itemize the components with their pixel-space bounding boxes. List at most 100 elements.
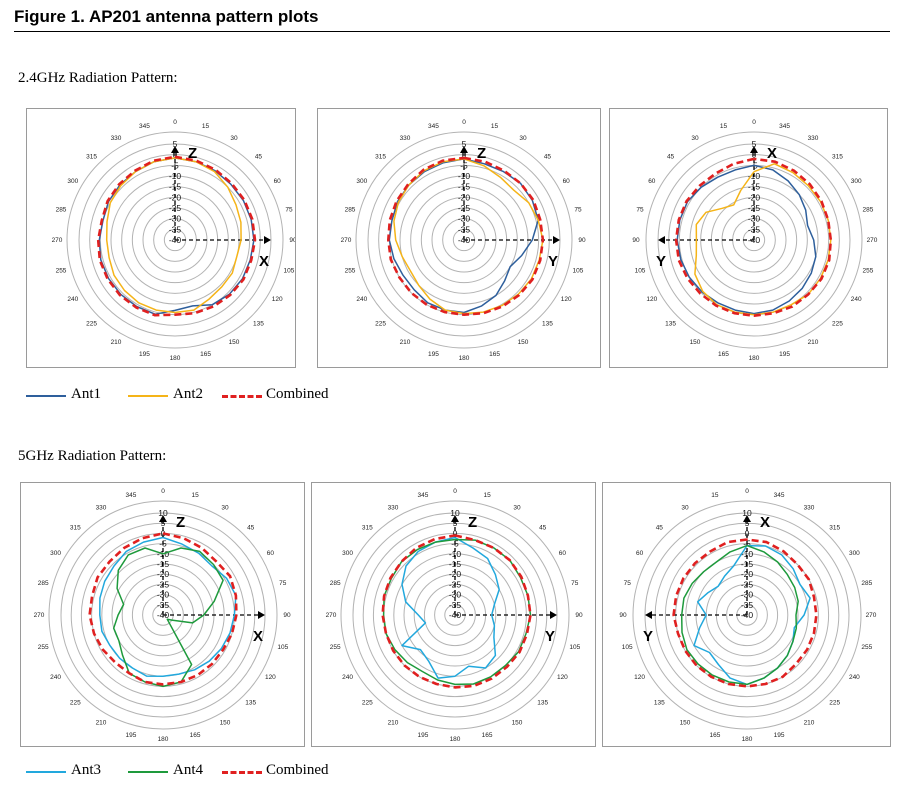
- angle-tick-label: 345: [774, 492, 785, 499]
- axis-label-up: Z: [477, 145, 486, 162]
- axis-arrowhead: [658, 236, 665, 244]
- angle-tick-label: 240: [356, 296, 367, 303]
- angle-tick-label: 15: [491, 123, 499, 130]
- angle-tick-label: 330: [804, 505, 815, 512]
- angle-tick-label: 165: [718, 351, 729, 358]
- angle-tick-label: 15: [191, 492, 199, 499]
- angle-tick-label: 75: [279, 580, 287, 587]
- series-line-ant3: [99, 536, 237, 677]
- angle-tick-label: 0: [745, 488, 749, 495]
- angle-tick-label: 135: [542, 320, 553, 327]
- axis-label-left: Y: [643, 628, 653, 645]
- angle-tick-label: 150: [680, 719, 691, 726]
- angle-tick-label: 180: [749, 355, 760, 362]
- angle-tick-label: 0: [161, 488, 165, 495]
- radial-tick-label: -30: [157, 590, 170, 600]
- angle-tick-label: 240: [50, 674, 61, 681]
- radial-tick-label: -20: [449, 569, 462, 579]
- angle-tick-label: 285: [861, 580, 872, 587]
- angle-tick-label: 105: [277, 644, 288, 651]
- angle-tick-label: 30: [221, 505, 229, 512]
- radial-tick-label: 10: [450, 508, 460, 518]
- angle-tick-label: 330: [400, 135, 411, 142]
- angle-tick-label: 105: [622, 644, 633, 651]
- angle-tick-label: 345: [139, 123, 150, 130]
- grid-ring: [142, 594, 184, 636]
- series-line-ant4: [680, 544, 799, 686]
- grid-ring: [121, 186, 229, 294]
- grid-ring: [372, 532, 538, 698]
- series-line-combined: [672, 538, 818, 688]
- angle-tick-label: 195: [428, 351, 439, 358]
- axis-arrowhead: [258, 611, 265, 619]
- angle-tick-label: 210: [96, 719, 107, 726]
- axis-label-right: Y: [548, 253, 558, 270]
- angle-tick-label: 150: [690, 339, 701, 346]
- legend-label: Combined: [266, 762, 329, 778]
- axis-arrows: [658, 146, 758, 244]
- angle-tick-label: 180: [742, 736, 753, 743]
- angle-tick-label: 270: [34, 612, 45, 619]
- angle-tick-label: 60: [559, 550, 567, 557]
- grid-ring: [410, 186, 518, 294]
- angle-tick-label: 180: [170, 355, 181, 362]
- section-title-5ghz: 5GHz Radiation Pattern:: [18, 448, 167, 464]
- polar-chart: 0 15 30 45 60 75 90 105 120 135 150 165 180 195 210 225…: [632, 119, 877, 362]
- axis-arrows: [645, 515, 751, 619]
- grid-ring: [66, 131, 284, 349]
- angle-tick-label: 30: [230, 135, 238, 142]
- angle-tick-label: 45: [656, 524, 664, 531]
- angle-tick-label: 165: [709, 732, 720, 739]
- radial-tick-label: 0: [745, 528, 750, 538]
- angle-tick-label: 300: [356, 178, 367, 185]
- polar-chart-panel: 0 15 30 45 60 75 90 105 120 135 150 165 180 195 210 225…: [311, 482, 596, 747]
- series-line-ant1: [388, 158, 539, 314]
- legend-label: Ant4: [173, 762, 203, 778]
- axis-arrows: [159, 515, 265, 619]
- legend-swatch: [26, 771, 66, 773]
- axis-arrowhead: [264, 236, 271, 244]
- angle-tick-label: 330: [111, 135, 122, 142]
- angle-tick-label: 0: [752, 119, 756, 126]
- series-line-combined: [88, 532, 238, 686]
- grid-ring: [685, 553, 809, 677]
- angle-tick-label: 15: [202, 123, 210, 130]
- angle-tick-label: 240: [851, 296, 862, 303]
- series-line-combined: [381, 534, 532, 689]
- axis-label-up: X: [760, 514, 770, 531]
- angle-tick-label: 195: [779, 351, 790, 358]
- angle-tick-label: 240: [67, 296, 78, 303]
- angle-tick-label: 180: [450, 736, 461, 743]
- angle-tick-label: 90: [289, 237, 295, 244]
- radial-tick-label: -20: [157, 569, 170, 579]
- angle-tick-label: 15: [720, 123, 728, 130]
- angle-tick-label: 195: [139, 351, 150, 358]
- radial-tick-label: 5: [752, 139, 757, 149]
- angle-tick-label: 45: [247, 524, 255, 531]
- angle-tick-label: 60: [267, 550, 275, 557]
- polar-chart-panel: 0 15 30 45 60 75 90 105 120 135 150 165 180 195 210 225…: [609, 108, 888, 368]
- grid-ring: [340, 500, 570, 730]
- angle-tick-label: 90: [619, 612, 627, 619]
- angle-tick-label: 135: [253, 320, 264, 327]
- polar-chart: 0 15 30 45 60 75 90 105 120 135 150 165 180 195 210 225…: [619, 488, 876, 743]
- polar-chart: 0 15 30 45 60 75 90 105 120 135 150 165 180 195 210 225…: [34, 488, 291, 743]
- radial-tick-label: -5: [171, 160, 179, 170]
- axis-label-right: Y: [545, 628, 555, 645]
- angle-tick-label: 225: [375, 320, 386, 327]
- polar-chart: 0 15 30 45 60 75 90 105 120 135 150 165 180 195 210 225…: [326, 488, 583, 743]
- axis-label-up: X: [767, 145, 777, 162]
- axis-arrowhead: [645, 611, 652, 619]
- angle-tick-label: 30: [519, 135, 527, 142]
- radial-tick-label: 10: [158, 508, 168, 518]
- angle-tick-label: 90: [575, 612, 583, 619]
- legend-swatch: [128, 395, 168, 397]
- angle-tick-label: 120: [561, 296, 572, 303]
- angle-tick-label: 30: [513, 505, 521, 512]
- axis-arrowhead: [159, 515, 167, 522]
- axis-label-left: Y: [656, 253, 666, 270]
- angle-tick-label: 195: [774, 732, 785, 739]
- angle-tick-label: 165: [190, 732, 201, 739]
- axis-label-up: Z: [188, 145, 197, 162]
- figure-title: Figure 1. AP201 antenna pattern plots: [14, 7, 319, 26]
